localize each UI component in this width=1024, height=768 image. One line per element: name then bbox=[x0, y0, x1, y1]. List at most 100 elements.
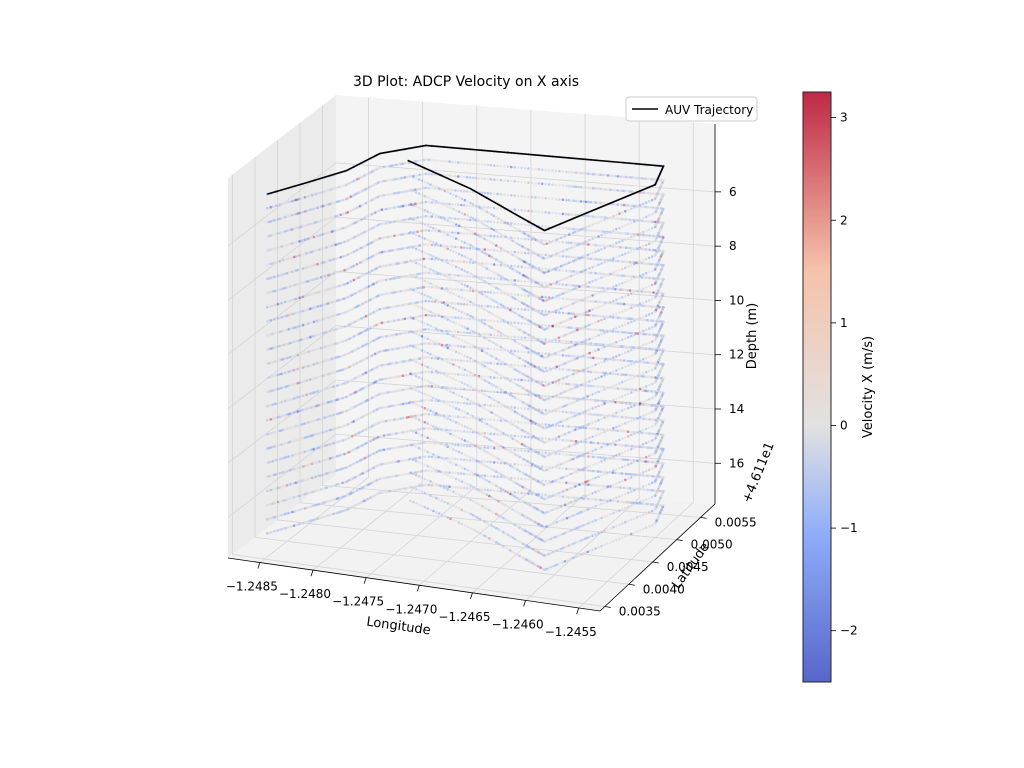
scatter-point bbox=[540, 479, 544, 483]
scatter-point bbox=[454, 457, 457, 461]
scatter-point bbox=[451, 217, 454, 220]
scatter-point bbox=[448, 329, 451, 333]
scatter-point bbox=[430, 441, 434, 445]
scatter-point bbox=[592, 441, 595, 445]
scatter-point bbox=[489, 489, 493, 492]
scatter-point bbox=[496, 489, 499, 493]
scatter-point bbox=[454, 189, 457, 192]
scatter-point bbox=[569, 185, 573, 188]
scatter-point bbox=[616, 358, 620, 362]
scatter-point bbox=[483, 403, 487, 407]
scatter-point bbox=[572, 453, 575, 457]
scatter-point bbox=[465, 345, 469, 349]
scatter-point bbox=[561, 198, 565, 202]
scatter-point bbox=[614, 287, 617, 291]
scatter-point bbox=[448, 443, 451, 446]
scatter-point bbox=[513, 194, 517, 197]
scatter-point bbox=[558, 466, 561, 470]
scatter-point bbox=[523, 322, 527, 326]
scatter-point bbox=[462, 472, 466, 476]
scatter-point bbox=[599, 300, 602, 304]
scatter-point bbox=[523, 435, 527, 439]
scatter-point bbox=[492, 234, 496, 238]
scatter-point bbox=[520, 194, 523, 198]
scatter-point bbox=[451, 457, 454, 461]
scatter-point bbox=[594, 371, 597, 374]
scatter-point bbox=[523, 477, 527, 481]
scatter-point bbox=[561, 184, 565, 187]
scatter-point bbox=[468, 331, 472, 335]
scatter-point bbox=[614, 330, 617, 333]
scatter-point bbox=[601, 357, 605, 361]
scatter-point bbox=[540, 437, 544, 440]
scatter-point bbox=[499, 433, 503, 437]
scatter-point bbox=[489, 347, 493, 351]
scatter-point bbox=[448, 287, 451, 291]
scatter-point bbox=[540, 408, 544, 412]
scatter-point bbox=[451, 160, 454, 164]
scatter-point bbox=[451, 273, 454, 277]
scatter-point bbox=[616, 443, 620, 447]
scatter-point bbox=[489, 376, 493, 379]
scatter-point bbox=[499, 221, 503, 224]
scatter-point bbox=[554, 212, 558, 215]
scatter-point bbox=[460, 175, 463, 179]
scatter-point bbox=[527, 407, 530, 411]
scatter-point bbox=[460, 316, 463, 320]
scatter-point bbox=[492, 404, 496, 408]
scatter-point bbox=[465, 472, 469, 476]
scatter-point bbox=[572, 496, 575, 499]
scatter-point bbox=[424, 356, 428, 359]
scatter-point bbox=[468, 444, 472, 448]
scatter-point bbox=[448, 188, 451, 192]
scatter-point bbox=[468, 303, 472, 307]
scatter-point bbox=[567, 453, 570, 457]
scatter-point bbox=[520, 166, 523, 170]
scatter-point bbox=[520, 477, 523, 481]
scatter-point bbox=[523, 407, 527, 410]
scatter-point bbox=[567, 269, 570, 273]
scatter-point bbox=[599, 286, 602, 290]
scatter-point bbox=[516, 420, 520, 424]
scatter-point bbox=[451, 471, 454, 475]
scatter-point bbox=[513, 293, 517, 296]
scatter-point bbox=[589, 469, 593, 473]
scatter-point bbox=[457, 429, 460, 433]
scatter-point bbox=[513, 392, 517, 395]
scatter-point bbox=[596, 371, 600, 374]
scatter-point bbox=[653, 211, 657, 215]
scatter-point bbox=[601, 230, 605, 233]
scatter-point bbox=[540, 394, 544, 398]
scatter-point bbox=[544, 225, 547, 228]
scatter-point bbox=[424, 384, 428, 388]
scatter-point bbox=[483, 333, 487, 336]
scatter-point bbox=[567, 411, 570, 414]
scatter-point bbox=[616, 330, 620, 334]
scatter-point bbox=[496, 348, 499, 351]
scatter-point bbox=[451, 372, 454, 376]
scatter-point bbox=[579, 200, 583, 203]
scatter-point bbox=[572, 369, 575, 372]
scatter-point bbox=[499, 292, 503, 295]
scatter-point bbox=[601, 414, 605, 417]
y-gridline bbox=[254, 157, 629, 585]
scatter-point bbox=[516, 166, 520, 169]
scatter-point bbox=[451, 287, 454, 291]
scatter-point bbox=[424, 412, 428, 416]
scatter-point bbox=[427, 158, 431, 162]
scatter-point bbox=[523, 195, 527, 198]
scatter-point bbox=[448, 315, 451, 319]
scatter-point bbox=[589, 497, 593, 501]
scatter-point bbox=[503, 165, 506, 168]
scatter-point bbox=[527, 294, 530, 298]
scatter-point bbox=[477, 177, 481, 180]
scatter-point bbox=[569, 383, 573, 386]
scatter-point bbox=[486, 305, 490, 308]
scatter-point bbox=[592, 399, 595, 402]
scatter-point bbox=[496, 305, 499, 309]
scatter-point bbox=[544, 493, 547, 497]
scatter-point bbox=[454, 401, 457, 404]
scatter-point bbox=[592, 229, 595, 232]
scatter-point bbox=[457, 203, 460, 207]
scatter-point bbox=[489, 220, 493, 223]
